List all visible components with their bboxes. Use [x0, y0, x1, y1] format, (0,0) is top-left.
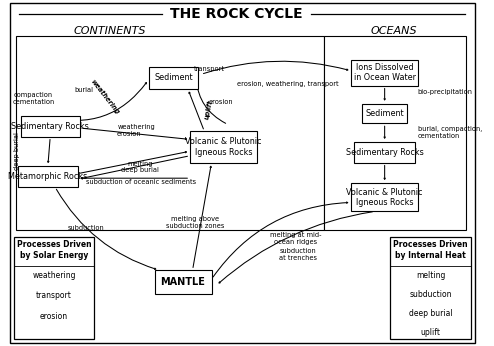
- Text: CONTINENTS: CONTINENTS: [73, 26, 146, 36]
- Text: burial, compaction,
cementation: burial, compaction, cementation: [418, 126, 482, 139]
- Text: deep burial: deep burial: [122, 167, 159, 173]
- Text: weathering: weathering: [118, 124, 156, 130]
- Text: Volcanic & Plutonic
Igneous Rocks: Volcanic & Plutonic Igneous Rocks: [346, 188, 423, 207]
- Text: subduction: subduction: [68, 225, 104, 231]
- Text: Processes Driven
by Solar Energy: Processes Driven by Solar Energy: [17, 240, 91, 260]
- Text: Metamorphic Rocks: Metamorphic Rocks: [8, 172, 87, 181]
- FancyBboxPatch shape: [14, 237, 94, 339]
- Text: MANTLE: MANTLE: [161, 277, 206, 287]
- Text: weathering: weathering: [32, 271, 76, 280]
- Text: burial: burial: [74, 87, 93, 93]
- Text: Processes Driven
by Internal Heat: Processes Driven by Internal Heat: [393, 240, 468, 260]
- FancyBboxPatch shape: [18, 166, 78, 187]
- FancyBboxPatch shape: [190, 131, 256, 163]
- Text: erosion, weathering, transport: erosion, weathering, transport: [237, 81, 338, 87]
- Text: subduction of oceanic sediments: subduction of oceanic sediments: [86, 179, 197, 185]
- Text: Sedimentary Rocks: Sedimentary Rocks: [346, 148, 423, 157]
- Text: Ions Dissolved
in Ocean Water: Ions Dissolved in Ocean Water: [354, 63, 415, 82]
- Text: erosion: erosion: [40, 312, 68, 321]
- Text: melting: melting: [416, 271, 446, 280]
- FancyBboxPatch shape: [390, 237, 471, 339]
- FancyBboxPatch shape: [155, 270, 211, 294]
- Text: Sediment: Sediment: [154, 73, 193, 82]
- FancyBboxPatch shape: [351, 60, 418, 86]
- Text: Volcanic & Plutonic
Igneous Rocks: Volcanic & Plutonic Igneous Rocks: [185, 137, 262, 157]
- FancyBboxPatch shape: [325, 36, 466, 230]
- Text: subduction
at trenches: subduction at trenches: [279, 248, 317, 261]
- FancyBboxPatch shape: [362, 103, 407, 123]
- Text: erosion: erosion: [116, 131, 141, 137]
- Text: melting: melting: [127, 161, 153, 167]
- FancyBboxPatch shape: [351, 183, 418, 211]
- Text: Sediment: Sediment: [366, 109, 404, 118]
- Text: deep burial: deep burial: [14, 133, 20, 171]
- Text: transport: transport: [194, 66, 225, 72]
- Text: bio-precipitation: bio-precipitation: [418, 89, 473, 95]
- Text: compaction
cementation: compaction cementation: [12, 92, 55, 105]
- Text: melting at mid-
ocean ridges: melting at mid- ocean ridges: [270, 232, 321, 245]
- Text: deep burial: deep burial: [409, 309, 453, 318]
- Text: uplift: uplift: [421, 328, 441, 337]
- FancyBboxPatch shape: [21, 116, 80, 137]
- Text: uplift: uplift: [204, 100, 213, 120]
- FancyBboxPatch shape: [354, 142, 415, 163]
- Text: Sedimentary Rocks: Sedimentary Rocks: [11, 122, 89, 131]
- Text: erosion: erosion: [208, 99, 233, 106]
- Text: THE ROCK CYCLE: THE ROCK CYCLE: [170, 7, 302, 21]
- Text: weathering: weathering: [89, 78, 120, 116]
- FancyBboxPatch shape: [10, 3, 475, 343]
- Text: subduction: subduction: [410, 290, 452, 299]
- FancyBboxPatch shape: [149, 67, 199, 89]
- Text: melting above
subduction zones: melting above subduction zones: [165, 216, 224, 229]
- Text: OCEANS: OCEANS: [371, 26, 417, 36]
- FancyBboxPatch shape: [16, 36, 325, 230]
- Text: transport: transport: [36, 291, 72, 300]
